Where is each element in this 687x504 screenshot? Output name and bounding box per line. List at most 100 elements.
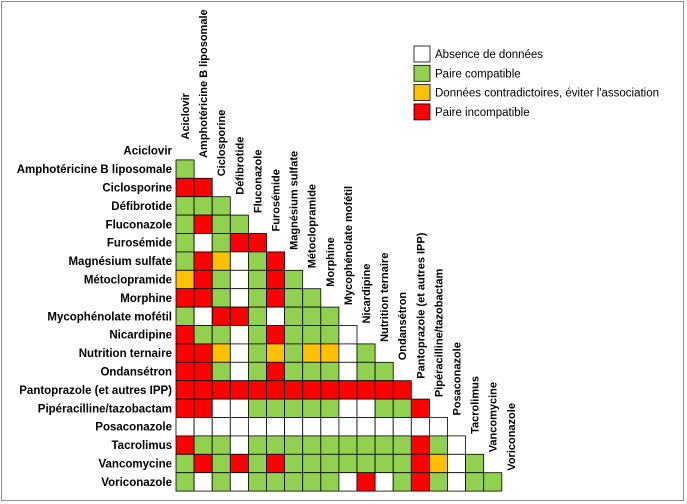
row-label-morphine: Morphine (120, 293, 172, 305)
cell-voriconazole-x-aciclovir (175, 472, 195, 492)
column-label-voriconazole: Voriconazole (506, 403, 518, 471)
cell-ondansetron-x-defibrotide (229, 361, 249, 382)
cell-posaconazole-x-fluconazole (247, 417, 267, 437)
cell-tacrolimus-x-ondansetron (392, 435, 412, 455)
cell-morphine-x-amphotericine-b-liposomale (193, 288, 213, 308)
cell-magnesium-sulfate-x-fluconazole (247, 251, 267, 271)
cell-nicardipine-x-mycophenolate-mofetil (338, 325, 358, 345)
cell-voriconazole-x-magnesium-sulfate (284, 472, 304, 492)
cell-ondansetron-x-mycophenolate-mofetil (338, 361, 358, 382)
cell-voriconazole-x-ciclosporine (211, 472, 231, 492)
cell-furosemide-x-aciclovir (175, 233, 195, 253)
cell-tacrolimus-x-defibrotide (229, 435, 249, 455)
cell-vancomycine-x-posaconazole (447, 453, 467, 474)
column-label-nutrition-ternaire: Nutrition ternaire (379, 253, 391, 342)
legend-swatch-donnees-contradictoires-eviter-l-association (413, 84, 431, 101)
cell-fluconazole-x-ciclosporine (211, 214, 231, 234)
cell-tacrolimus-x-nicardipine (356, 435, 376, 455)
cell-pantoprazole-et-autres-ipp-x-fluconazole (247, 380, 267, 400)
cell-pantoprazole-et-autres-ipp-x-aciclovir (175, 380, 195, 400)
cell-nutrition-ternaire-x-fluconazole (247, 343, 267, 363)
cell-ciclosporine-x-amphotericine-b-liposomale (193, 177, 213, 198)
cell-vancomycine-x-magnesium-sulfate (284, 453, 304, 474)
cell-nicardipine-x-magnesium-sulfate (284, 325, 304, 345)
row-labels: Aciclovir Amphotéricine B liposomale Ciclo… (17, 146, 173, 489)
cell-furosemide-x-defibrotide (229, 233, 249, 253)
cell-tacrolimus-x-nutrition-ternaire (374, 435, 394, 455)
cell-posaconazole-x-ciclosporine (211, 417, 231, 437)
cell-piperacilline-tazobactam-x-ondansetron (392, 398, 412, 418)
cell-ondansetron-x-furosemide (266, 361, 286, 382)
column-label-amphotericine-b-liposomale: Amphotéricine B liposomale (198, 9, 210, 158)
cell-posaconazole-x-metoclopramide (302, 417, 322, 437)
row-label-nutrition-ternaire: Nutrition ternaire (79, 348, 172, 360)
cell-vancomycine-x-amphotericine-b-liposomale (193, 453, 213, 474)
cell-posaconazole-x-furosemide (266, 417, 286, 437)
cell-metoclopramide-x-magnesium-sulfate (284, 269, 304, 290)
cell-vancomycine-x-pantoprazole-et-autres-ipp (410, 453, 430, 474)
row-label-tacrolimus: Tacrolimus (112, 440, 173, 452)
cell-posaconazole-x-defibrotide (229, 417, 249, 437)
cell-piperacilline-tazobactam-x-pantoprazole-et-autres-ipp (410, 398, 430, 418)
cell-pantoprazole-et-autres-ipp-x-ciclosporine (211, 380, 231, 400)
row-label-fluconazole: Fluconazole (106, 219, 172, 231)
cell-nicardipine-x-metoclopramide (302, 325, 322, 345)
cell-nutrition-ternaire-x-magnesium-sulfate (284, 343, 304, 363)
cell-voriconazole-x-nicardipine (356, 472, 376, 492)
column-label-vancomycine: Vancomycine (488, 382, 500, 452)
legend-swatch-absence-de-donnees (413, 45, 431, 63)
row-label-mycophenolate-mofetil: Mycophénolate mofétil (47, 311, 172, 323)
cell-mycophenolate-mofetil-x-metoclopramide (302, 306, 322, 326)
cell-vancomycine-x-aciclovir (175, 453, 195, 474)
cell-posaconazole-x-piperacilline-tazobactam (428, 417, 448, 437)
legend-swatch-paire-compatible (413, 64, 431, 82)
cell-magnesium-sulfate-x-defibrotide (229, 251, 249, 271)
column-label-ondansetron: Ondansétron (397, 292, 409, 361)
cell-vancomycine-x-metoclopramide (302, 453, 322, 474)
cell-posaconazole-x-ondansetron (392, 417, 412, 437)
cell-furosemide-x-fluconazole (247, 233, 267, 253)
column-label-posaconazole: Posaconazole (452, 342, 464, 415)
cell-pantoprazole-et-autres-ipp-x-amphotericine-b-liposomale (193, 380, 213, 400)
column-label-nicardipine: Nicardipine (361, 264, 373, 324)
cell-piperacilline-tazobactam-x-magnesium-sulfate (284, 398, 304, 418)
cell-voriconazole-x-pantoprazole-et-autres-ipp (410, 472, 430, 492)
cell-posaconazole-x-magnesium-sulfate (284, 417, 304, 437)
cell-metoclopramide-x-fluconazole (247, 269, 267, 290)
cell-pantoprazole-et-autres-ipp-x-morphine (320, 380, 340, 400)
cell-voriconazole-x-tacrolimus (465, 472, 485, 492)
cell-piperacilline-tazobactam-x-nutrition-ternaire (374, 398, 394, 418)
cell-tacrolimus-x-ciclosporine (211, 435, 231, 455)
cell-ondansetron-x-magnesium-sulfate (284, 361, 304, 382)
row-label-defibrotide: Défibrotide (111, 201, 172, 213)
cell-piperacilline-tazobactam-x-ciclosporine (211, 398, 231, 418)
column-label-fluconazole: Fluconazole (252, 150, 264, 214)
cell-nicardipine-x-ciclosporine (211, 325, 231, 345)
cell-posaconazole-x-nutrition-ternaire (374, 417, 394, 437)
cell-pantoprazole-et-autres-ipp-x-magnesium-sulfate (284, 380, 304, 400)
cell-defibrotide-x-ciclosporine (211, 196, 231, 216)
cell-pantoprazole-et-autres-ipp-x-furosemide (266, 380, 286, 400)
cell-mycophenolate-mofetil-x-aciclovir (175, 306, 195, 326)
legend-swatch-paire-incompatible (413, 103, 431, 121)
cell-fluconazole-x-amphotericine-b-liposomale (193, 214, 213, 234)
cell-pantoprazole-et-autres-ipp-x-nutrition-ternaire (374, 380, 394, 400)
row-label-amphotericine-b-liposomale: Amphotéricine B liposomale (17, 164, 172, 176)
cell-mycophenolate-mofetil-x-amphotericine-b-liposomale (193, 306, 213, 326)
cell-morphine-x-ciclosporine (211, 288, 231, 308)
cell-metoclopramide-x-ciclosporine (211, 269, 231, 290)
cell-voriconazole-x-ondansetron (392, 472, 412, 492)
column-label-metoclopramide: Métoclopramide (307, 184, 319, 268)
cell-morphine-x-metoclopramide (302, 288, 322, 308)
cell-vancomycine-x-defibrotide (229, 453, 249, 474)
cell-vancomycine-x-ciclosporine (211, 453, 231, 474)
cell-tacrolimus-x-aciclovir (175, 435, 195, 455)
cell-posaconazole-x-aciclovir (175, 417, 195, 437)
cell-voriconazole-x-defibrotide (229, 472, 249, 492)
cell-pantoprazole-et-autres-ipp-x-mycophenolate-mofetil (338, 380, 358, 400)
cell-nutrition-ternaire-x-defibrotide (229, 343, 249, 363)
cell-tacrolimus-x-furosemide (266, 435, 286, 455)
cell-ondansetron-x-nutrition-ternaire (374, 361, 394, 382)
